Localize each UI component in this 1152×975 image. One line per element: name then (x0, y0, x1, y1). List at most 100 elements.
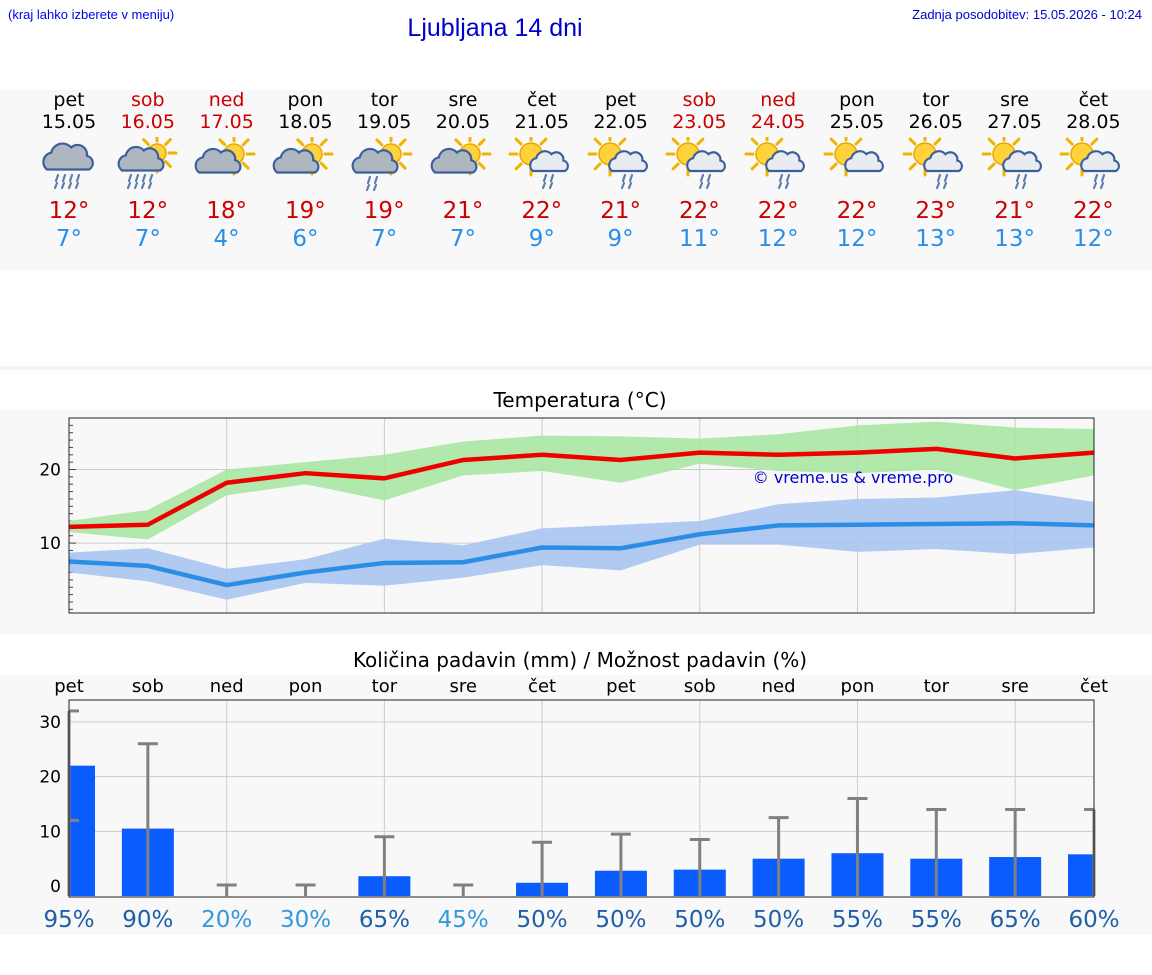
sun-small-cloud-rain-icon (744, 137, 806, 190)
precip-probability: 45% (438, 907, 489, 933)
sun-cloud-rain-icon (351, 137, 413, 192)
cloud-shape (273, 147, 320, 174)
forecast-day: ned 17.05 18° 4° (188, 89, 266, 252)
sun-ray (1066, 137, 1074, 146)
sun-cloud-icon (194, 137, 256, 176)
sun-ray (829, 162, 838, 171)
raindrop (366, 183, 371, 192)
divider (0, 366, 1152, 370)
forecast-day: čet 28.05 22° 12° (1054, 89, 1132, 252)
watermark: © vreme.us & vreme.pro (753, 468, 954, 487)
x-tick-label: tor (924, 676, 950, 697)
forecast-day: tor 26.05 23° 13° (897, 89, 975, 252)
raindrop (75, 173, 81, 183)
precip-probability: 55% (911, 907, 962, 933)
raindrop (127, 173, 132, 183)
y-tick-label: 10 (39, 822, 61, 842)
raindrop (148, 173, 153, 183)
precip-probability: 20% (201, 907, 252, 933)
precip-probability: 65% (359, 907, 410, 933)
precip-bar (1068, 854, 1094, 897)
raindrop (141, 173, 146, 183)
day-date: 27.05 (987, 111, 1042, 133)
x-tick-label: pet (606, 676, 636, 697)
sun-small-cloud-rain-icon (1059, 137, 1121, 190)
sun-ray (514, 137, 523, 146)
precip-probability: 90% (122, 907, 173, 933)
sun-ray (539, 137, 548, 146)
cloud-shape (686, 150, 727, 173)
day-date: 23.05 (672, 111, 727, 133)
precip-probability: 50% (753, 907, 804, 933)
day-name: tor (922, 89, 950, 111)
raindrop (700, 173, 705, 183)
sun-cloud-icon (430, 137, 492, 176)
raindrop (542, 173, 547, 183)
raindrop (60, 181, 66, 190)
sun-cloud-icon (273, 137, 334, 176)
max-temp: 19° (285, 198, 326, 224)
sun-ray (477, 138, 486, 147)
sun-small-cloud-rain-icon (665, 137, 727, 190)
day-name: čet (1078, 89, 1109, 111)
min-temp: 7° (55, 226, 83, 252)
forecast-strip (0, 90, 1152, 270)
x-tick-label: ned (762, 676, 796, 697)
y-tick-label: 30 (39, 713, 61, 733)
min-temp: 12° (757, 226, 799, 252)
cloud-shape (194, 147, 242, 174)
precip-bar (69, 765, 95, 897)
max-temp: 22° (836, 198, 878, 224)
x-tick-label: sob (132, 676, 164, 697)
sun-ray (320, 138, 329, 147)
min-temp-line (68, 520, 1095, 588)
raindrop (785, 181, 790, 190)
max-temp: 12° (48, 198, 90, 224)
raindrop (1015, 173, 1020, 183)
day-name: sob (682, 89, 717, 111)
min-temp: 4° (213, 226, 240, 252)
max-temp: 21° (442, 198, 484, 224)
sun-ray (672, 137, 680, 146)
precip-probability: 65% (990, 907, 1041, 933)
raindrop (621, 173, 626, 183)
temperature-chart: 10 20 © vreme.us & vreme.pro (39, 417, 1095, 614)
sun-small-cloud-icon (823, 137, 884, 177)
last-updated-text: Zadnja posodobitev: 15.05.2026 - 10:24 (912, 7, 1142, 22)
day-date: 22.05 (593, 111, 648, 133)
min-temp: 13° (915, 226, 957, 252)
sun-ray (933, 137, 942, 146)
raindrop (628, 173, 633, 183)
day-name: ned (760, 89, 797, 111)
raindrop (936, 173, 941, 183)
plot-frame (68, 699, 1095, 898)
raindrop (374, 175, 379, 185)
day-date: 17.05 (199, 111, 254, 133)
forecast-day: pon 18.05 19° 6° (266, 89, 344, 252)
sun-ray (829, 137, 838, 146)
max-temp: 23° (915, 198, 957, 224)
day-date: 15.05 (41, 111, 97, 133)
day-name: čet (527, 89, 557, 111)
precip-probability: 30% (280, 907, 331, 933)
sun-ray (241, 161, 250, 170)
precip-probability: 50% (517, 907, 568, 933)
sun-ray (672, 162, 680, 171)
day-name: pon (839, 89, 875, 111)
raindrop (779, 173, 784, 183)
cloud-shape (922, 150, 963, 173)
sun-ray (593, 162, 602, 171)
min-temp: 9° (528, 226, 555, 252)
raindrop (126, 181, 131, 190)
location-hint-link[interactable]: (kraj lahko izberete v meniju) (8, 7, 175, 22)
raindrop (1022, 173, 1027, 183)
raindrop (61, 173, 67, 183)
day-date: 19.05 (356, 111, 412, 133)
x-tick-label: čet (528, 676, 556, 697)
y-tick-label: 20 (39, 461, 61, 481)
max-temp: 22° (521, 198, 563, 224)
raindrop (1093, 181, 1098, 190)
precip-probability: 50% (674, 907, 725, 933)
raindrop (1014, 181, 1019, 190)
sun-ray (514, 162, 523, 171)
